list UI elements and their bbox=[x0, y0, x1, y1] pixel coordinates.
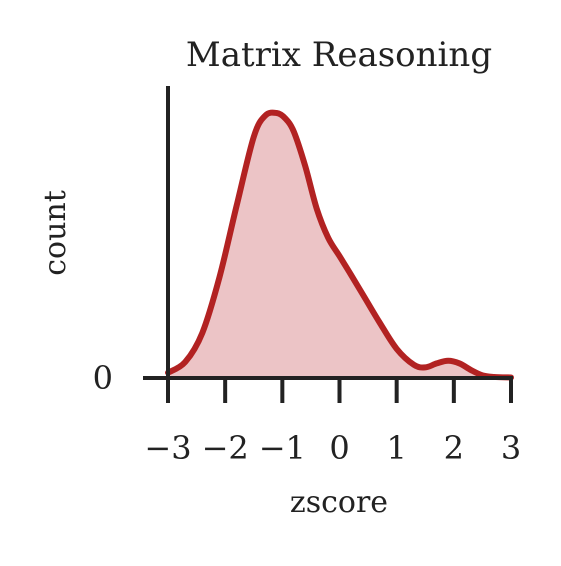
x-tick-label: 0 bbox=[329, 429, 349, 467]
x-tick-label: 3 bbox=[501, 429, 521, 467]
x-tick-label: −2 bbox=[202, 429, 249, 467]
x-tick-label: 2 bbox=[444, 429, 464, 467]
x-tick-label: −3 bbox=[144, 429, 191, 467]
x-tick-label: 1 bbox=[386, 429, 406, 467]
density-area bbox=[168, 112, 511, 379]
chart-title: Matrix Reasoning bbox=[186, 35, 492, 75]
plot-area: −3 −2 −1 0 1 2 30 bbox=[93, 86, 521, 467]
y-axis-label: count bbox=[38, 190, 73, 276]
x-tick-label: −1 bbox=[259, 429, 306, 467]
density-line bbox=[165, 109, 514, 381]
x-axis-label: zscore bbox=[290, 485, 388, 520]
y-tick-label: 0 bbox=[93, 359, 113, 397]
